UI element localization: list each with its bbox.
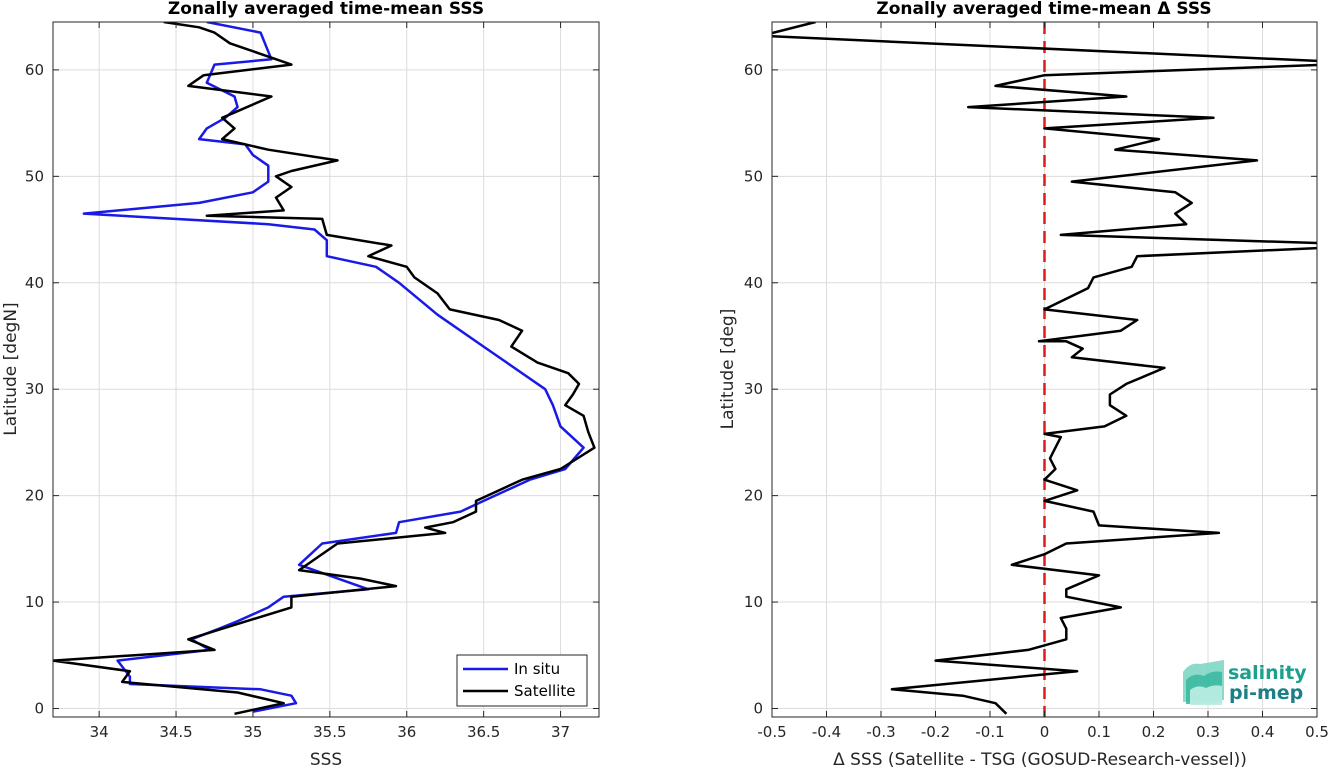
right-grid <box>771 22 1318 717</box>
left-series <box>53 22 596 716</box>
right-y-axis-label: Latitude [deg] <box>718 309 738 430</box>
x-tick-label: -0.2 <box>921 723 950 741</box>
x-tick-label: -0.5 <box>757 723 786 741</box>
x-tick-label: 35 <box>243 723 262 741</box>
left-x-axis-label: SSS <box>310 750 342 769</box>
legend-label-satellite: Satellite <box>514 682 575 700</box>
right-series <box>772 22 1317 717</box>
y-tick-label: 0 <box>34 699 44 717</box>
x-tick-label: 37 <box>551 723 570 741</box>
x-tick-label: 34 <box>90 723 109 741</box>
x-tick-label: 35.5 <box>313 723 346 741</box>
legend: In situ Satellite <box>456 654 588 707</box>
right-chart-title: Zonally averaged time-mean Δ SSS <box>876 0 1211 19</box>
logo-text-salinity: salinity <box>1228 662 1307 684</box>
y-tick-label: 50 <box>744 167 763 185</box>
series-line-satellite <box>53 22 596 716</box>
left-chart: 34 34.5 35 35.5 36 36.5 37 0 10 20 30 40 50 60 Zonall… <box>1 0 600 769</box>
right-chart: -0.5 -0.4 -0.3 -0.2 -0.1 0 0.1 0.2 0.3 0.4 0.5 0 10 2… <box>718 0 1329 769</box>
left-y-axis-label: Latitude [degN] <box>1 302 21 435</box>
logo-text-pi-mep: pi-mep <box>1229 682 1303 704</box>
left-axes-frame <box>52 21 600 718</box>
y-tick-label: 30 <box>25 380 44 398</box>
x-tick-label: 36 <box>397 723 416 741</box>
x-tick-label: 0.1 <box>1087 723 1111 741</box>
x-tick-label: 0.2 <box>1142 723 1166 741</box>
x-tick-label: -0.1 <box>975 723 1004 741</box>
x-tick-label: 0.3 <box>1196 723 1220 741</box>
x-tick-label: 0.5 <box>1305 723 1329 741</box>
y-tick-label: 50 <box>25 167 44 185</box>
y-tick-label: 60 <box>25 61 44 79</box>
y-tick-label: 20 <box>744 487 763 505</box>
legend-label-in-situ: In situ <box>514 660 560 678</box>
left-ticks: 34 34.5 35 35.5 36 36.5 37 0 10 20 30 40 50 60 <box>25 22 599 741</box>
logo-wave-icon <box>1183 660 1224 705</box>
y-tick-label: 10 <box>744 593 763 611</box>
legend-box <box>456 654 588 707</box>
left-chart-title: Zonally averaged time-mean SSS <box>168 0 484 19</box>
y-tick-label: 30 <box>744 380 763 398</box>
y-tick-label: 0 <box>753 699 763 717</box>
right-ticks: -0.5 -0.4 -0.3 -0.2 -0.1 0 0.1 0.2 0.3 0.4 0.5 0 10 2… <box>744 22 1329 741</box>
y-tick-label: 20 <box>25 487 44 505</box>
x-tick-label: -0.4 <box>812 723 841 741</box>
x-tick-label: -0.3 <box>866 723 895 741</box>
x-tick-label: 0.4 <box>1251 723 1275 741</box>
x-tick-label: 0 <box>1040 723 1050 741</box>
series-line-delta-sss <box>772 22 1317 715</box>
x-tick-label: 34.5 <box>159 723 192 741</box>
y-tick-label: 60 <box>744 61 763 79</box>
right-x-axis-label: Δ SSS (Satellite - TSG (GOSUD-Research-v… <box>833 750 1247 769</box>
left-grid <box>53 22 599 717</box>
x-tick-label: 36.5 <box>467 723 500 741</box>
salinity-pi-mep-logo: salinity pi-mep <box>1183 660 1307 705</box>
y-tick-label: 40 <box>25 274 44 292</box>
y-tick-label: 10 <box>25 593 44 611</box>
y-tick-label: 40 <box>744 274 763 292</box>
